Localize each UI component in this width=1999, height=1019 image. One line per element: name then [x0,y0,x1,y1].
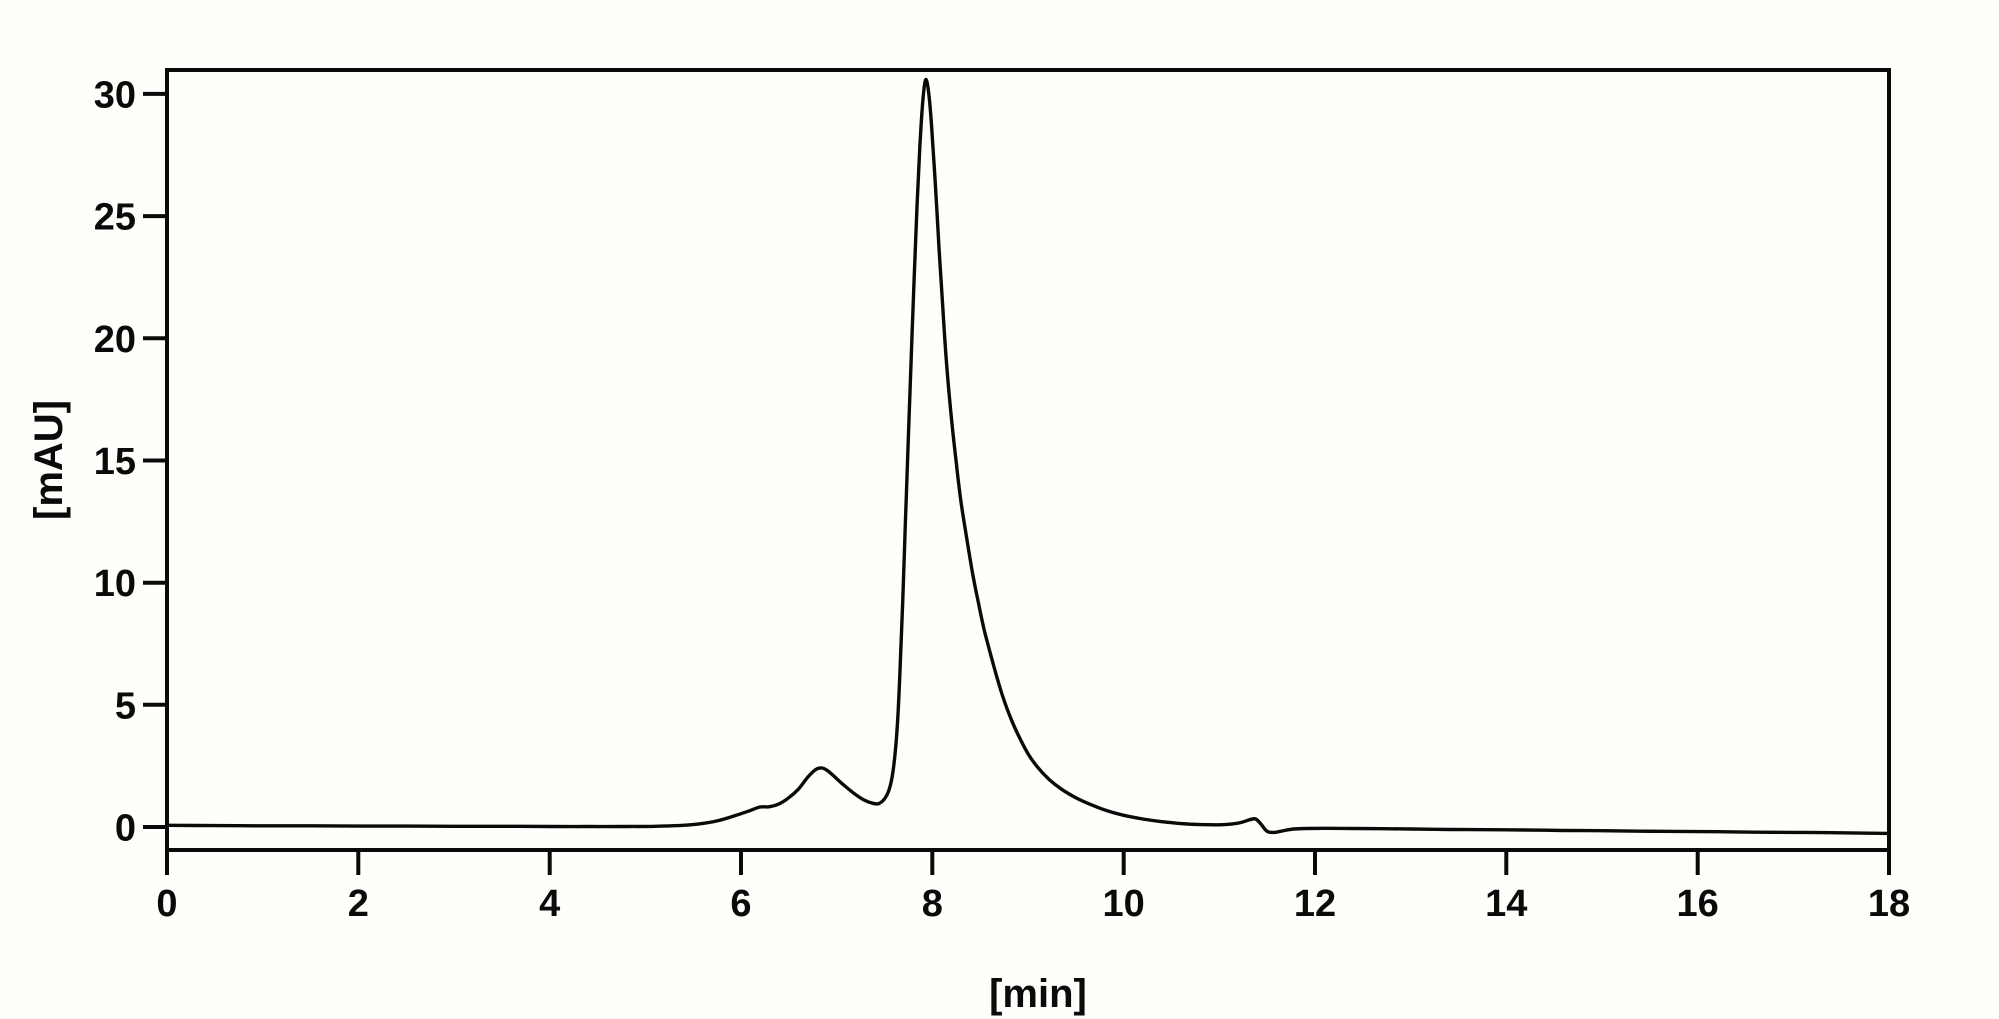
signal-curve [165,77,1891,836]
plot-frame [165,68,1891,852]
x-tick-label: 6 [730,883,751,925]
x-tick-label: 4 [539,883,560,925]
x-tick-label: 8 [922,883,943,925]
x-tick-label: 0 [156,883,177,925]
x-tick-label: 2 [348,883,369,925]
x-tick-label: 10 [1103,883,1145,925]
x-tick-label: 14 [1485,883,1527,925]
y-tick-label: 20 [94,319,136,361]
x-axis-ticks: 0 2 4 6 8 10 12 14 16 18 [156,850,1910,925]
y-tick-label: 30 [94,74,136,116]
y-tick-label: 5 [115,685,136,727]
y-tick-label: 10 [94,563,136,605]
x-axis-label: [min] [989,972,1087,1016]
x-tick-label: 12 [1294,883,1336,925]
y-tick-label: 15 [94,441,136,483]
y-axis-label: [mAU] [27,400,71,520]
y-tick-label: 25 [94,197,136,239]
x-tick-label: 18 [1868,883,1910,925]
x-tick-label: 16 [1677,883,1719,925]
y-tick-label: 0 [115,808,136,850]
y-axis-ticks: 0 5 10 15 20 25 30 [94,74,167,850]
